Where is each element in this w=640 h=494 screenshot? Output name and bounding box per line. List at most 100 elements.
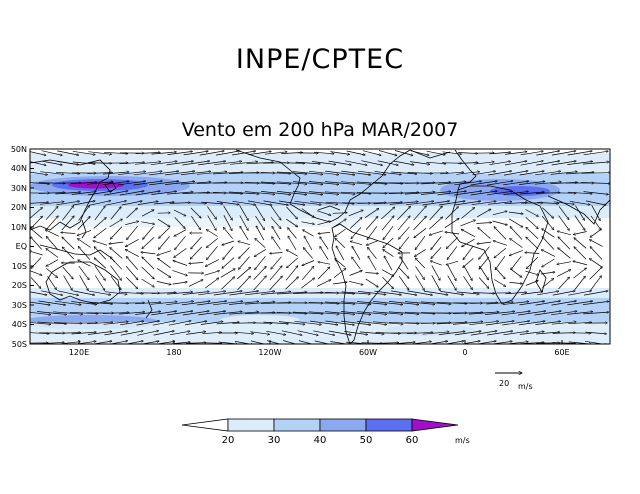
- wind-vector-arrow: [494, 247, 507, 258]
- wind-vector-arrow: [244, 302, 275, 305]
- wind-vector-arrow: [62, 206, 73, 221]
- wind-vector-arrow: [359, 331, 384, 334]
- wind-vector-arrow: [239, 205, 249, 220]
- wind-vector-arrow: [61, 233, 76, 234]
- wind-vector-arrow: [46, 236, 59, 250]
- wind-vector-arrow: [137, 201, 158, 205]
- wind-vector-arrow: [461, 208, 474, 219]
- wind-vector-arrow: [263, 321, 289, 324]
- wind-vector-arrow: [398, 267, 409, 279]
- wind-vector-arrow: [503, 331, 528, 336]
- wind-vector-arrow: [254, 249, 267, 256]
- wind-vector-arrow: [456, 172, 479, 175]
- wind-vector-arrow: [478, 228, 491, 239]
- wind-vector-arrow: [357, 311, 387, 315]
- wind-vector-arrow: [256, 226, 265, 241]
- wind-vector-arrow: [542, 258, 555, 267]
- wind-vector-arrow: [253, 276, 267, 291]
- colorbar-tick-label: 20: [222, 435, 235, 446]
- wind-vector-arrow: [230, 162, 257, 165]
- wind-vector-arrow: [269, 266, 282, 281]
- wind-vector-arrow: [301, 221, 315, 224]
- wind-vector-arrow: [541, 215, 554, 230]
- wind-vector-arrow: [574, 238, 587, 249]
- wind-vector-arrow: [502, 302, 529, 305]
- wind-vector-arrow: [542, 229, 555, 238]
- wind-vector-arrow: [278, 321, 305, 325]
- wind-vector-arrow: [374, 171, 402, 175]
- wind-vector-arrow: [56, 201, 79, 206]
- wind-vector-arrow: [110, 257, 123, 270]
- wind-vector-arrow: [519, 171, 545, 176]
- wind-vector-arrow: [135, 191, 161, 196]
- wind-vector-arrow: [294, 200, 322, 204]
- wind-vector-arrow: [180, 182, 211, 185]
- wind-vector-arrow: [314, 340, 334, 344]
- wind-vector-arrow: [71, 301, 97, 305]
- wind-vector-arrow: [269, 276, 283, 291]
- wind-vector-arrow: [407, 290, 433, 295]
- wind-vector-arrow: [440, 172, 464, 175]
- wind-vector-arrow: [119, 191, 144, 196]
- wind-vector-arrow: [573, 261, 588, 266]
- wind-vector-arrow: [141, 278, 155, 287]
- wind-vector-arrow: [240, 226, 249, 240]
- lon-label: 0: [462, 348, 467, 357]
- wind-vector-arrow: [54, 300, 81, 305]
- wind-vector-arrow: [328, 330, 351, 335]
- wind-vector-arrow: [341, 291, 371, 294]
- wind-vector-arrow: [414, 228, 427, 237]
- wind-vector-arrow: [486, 302, 514, 305]
- wind-vector-arrow: [410, 150, 429, 155]
- wind-vector-arrow: [356, 181, 387, 184]
- wind-vector-arrow: [173, 209, 186, 216]
- wind-vector-arrow: [352, 246, 361, 260]
- wind-vector-arrow: [565, 172, 594, 175]
- wind-vector-arrow: [357, 321, 387, 324]
- wind-vector-arrow: [276, 292, 307, 295]
- wind-vector-arrow: [431, 275, 441, 290]
- wind-vector-arrow: [151, 311, 177, 316]
- wind-vector-arrow: [389, 202, 418, 205]
- wind-vector-arrow: [429, 206, 443, 221]
- wind-vector-arrow: [38, 193, 65, 194]
- wind-vector-arrow: [525, 216, 539, 229]
- wind-vector-arrow: [207, 206, 216, 220]
- wind-vector-arrow: [120, 321, 144, 326]
- wind-vector-arrow: [293, 191, 323, 194]
- wind-vector-arrow: [468, 312, 499, 315]
- wind-vector-arrow: [352, 257, 361, 270]
- wind-vector-arrow: [93, 218, 107, 229]
- wind-vector-arrow: [135, 312, 161, 315]
- wind-vector-arrow: [437, 182, 466, 185]
- wind-vector-arrow: [238, 256, 250, 270]
- wind-vector-arrow: [446, 237, 458, 248]
- wind-vector-arrow: [94, 265, 106, 281]
- wind-vector-arrow: [536, 161, 560, 166]
- wind-vector-arrow: [40, 171, 63, 175]
- wind-vector-arrow: [278, 200, 305, 205]
- wind-vector-arrow: [184, 321, 207, 326]
- wind-vector-arrow: [421, 192, 451, 195]
- wind-vector-arrow: [558, 206, 569, 219]
- wind-vector-arrow: [94, 247, 107, 260]
- wind-vector-arrow: [502, 321, 529, 326]
- lon-label: 180: [166, 348, 181, 357]
- wind-vector-arrow: [215, 151, 240, 156]
- wind-vector-arrow: [181, 301, 210, 306]
- wind-vector-arrow: [204, 278, 219, 289]
- wind-vector-arrow: [382, 276, 394, 289]
- wind-vector-arrow: [142, 257, 155, 270]
- wind-vector-arrow: [583, 312, 609, 315]
- colorbar-segment-30-40: [273, 418, 321, 432]
- wind-vector-arrow: [264, 152, 287, 155]
- wind-vector-arrow: [557, 231, 571, 236]
- wind-vector-arrow: [173, 261, 188, 266]
- wind-vector-arrow: [400, 257, 409, 270]
- wind-vector-arrow: [104, 331, 127, 336]
- wind-vectors: [30, 150, 610, 344]
- wind-vector-arrow: [261, 191, 291, 194]
- wind-vector-arrow: [213, 291, 242, 296]
- wind-vector-arrow: [415, 275, 425, 291]
- wind-vector-arrow: [509, 282, 523, 283]
